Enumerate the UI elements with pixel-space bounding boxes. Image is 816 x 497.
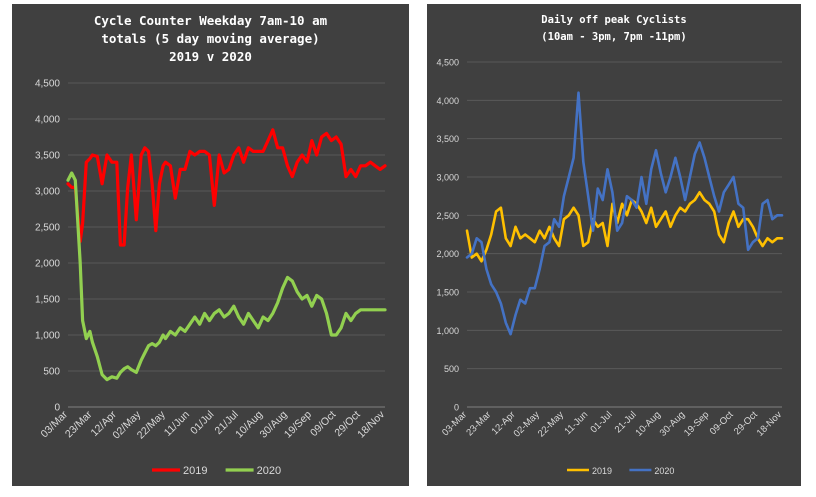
chart-plot-offpeak: 0 500 1,000 1,500 2,000 2,500 3,000 3,500 4,000 4… — [436, 58, 785, 477]
y-tick-label: 500 — [43, 367, 60, 378]
y-tick-label: 1,000 — [436, 326, 459, 336]
chart-title-line-2: totals (5 day moving average) — [101, 31, 320, 46]
x-tick-label: 22-May — [536, 409, 566, 439]
series-line-2020 — [465, 91, 784, 336]
y-tick-label: 4,000 — [35, 115, 60, 126]
y-tick-label: 2,000 — [436, 249, 459, 259]
series-line-2020 — [66, 171, 387, 382]
x-tick-label: 03-Mar — [440, 409, 469, 438]
y-tick-label: 0 — [454, 403, 459, 413]
x-tick-label: 09/Oct — [308, 409, 338, 439]
y-tick-label: 2,000 — [35, 259, 60, 270]
x-tick-label: 09-Oct — [708, 409, 736, 437]
chart-panel-weekday: Cycle Counter Weekday 7am-10 am totals (… — [12, 4, 409, 486]
chart-title-line-1: Cycle Counter Weekday 7am-10 am — [93, 13, 328, 28]
y-tick-label: 2,500 — [436, 211, 459, 221]
y-tick-label: 4,500 — [436, 58, 459, 68]
series-line-2019 — [66, 128, 387, 247]
y-tick-label: 500 — [444, 364, 459, 374]
y-tick-label: 3,000 — [436, 173, 459, 183]
x-tick-label: 01/Jul — [188, 409, 216, 437]
chart-title-line-3: 2019 v 2020 — [169, 49, 252, 64]
chart-panel-offpeak: Daily off peak Cyclists (10am - 3pm, 7pm… — [427, 4, 801, 486]
legend-label: 2020 — [654, 466, 674, 476]
x-tick-label: 11-Jun — [562, 409, 590, 437]
y-tick-label: 4,500 — [35, 79, 60, 90]
legend-label: 2019 — [183, 465, 207, 477]
x-tick-label: 19/Sep — [282, 409, 314, 441]
chart-title-line-1: Daily off peak Cyclists — [541, 14, 687, 26]
y-tick-label: 1,500 — [35, 295, 60, 306]
x-tick-label: 30-Aug — [658, 409, 687, 438]
x-tick-label: 02-May — [512, 409, 542, 439]
y-tick-label: 1,000 — [35, 331, 60, 342]
y-tick-label: 0 — [54, 403, 60, 414]
x-tick-label: 11/Jun — [162, 409, 192, 439]
x-tick-label: 18-Nov — [755, 409, 785, 439]
x-tick-label: 01-Jul — [588, 409, 614, 435]
y-tick-label: 3,500 — [35, 151, 60, 162]
y-tick-label: 4,000 — [436, 96, 459, 106]
x-tick-label: 10-Aug — [634, 409, 663, 438]
x-tick-label: 22/May — [135, 408, 168, 441]
y-tick-label: 3,500 — [436, 134, 459, 144]
x-tick-label: 18/Nov — [355, 408, 388, 441]
y-tick-label: 1,500 — [436, 288, 459, 298]
y-tick-label: 2,500 — [35, 223, 60, 234]
x-tick-label: 23/Mar — [63, 408, 95, 440]
x-tick-label: 19-Sep — [682, 409, 711, 438]
x-tick-label: 23-Mar — [464, 409, 493, 438]
chart-plot-weekday: 0 500 1,000 1,500 2,000 2,500 3,000 3,500 4,000 4… — [35, 79, 388, 478]
legend-label: 2019 — [592, 466, 612, 476]
legend-label: 2020 — [257, 465, 281, 477]
chart-title-line-2: (10am - 3pm, 7pm -11pm) — [541, 31, 687, 43]
y-tick-label: 3,000 — [35, 187, 60, 198]
